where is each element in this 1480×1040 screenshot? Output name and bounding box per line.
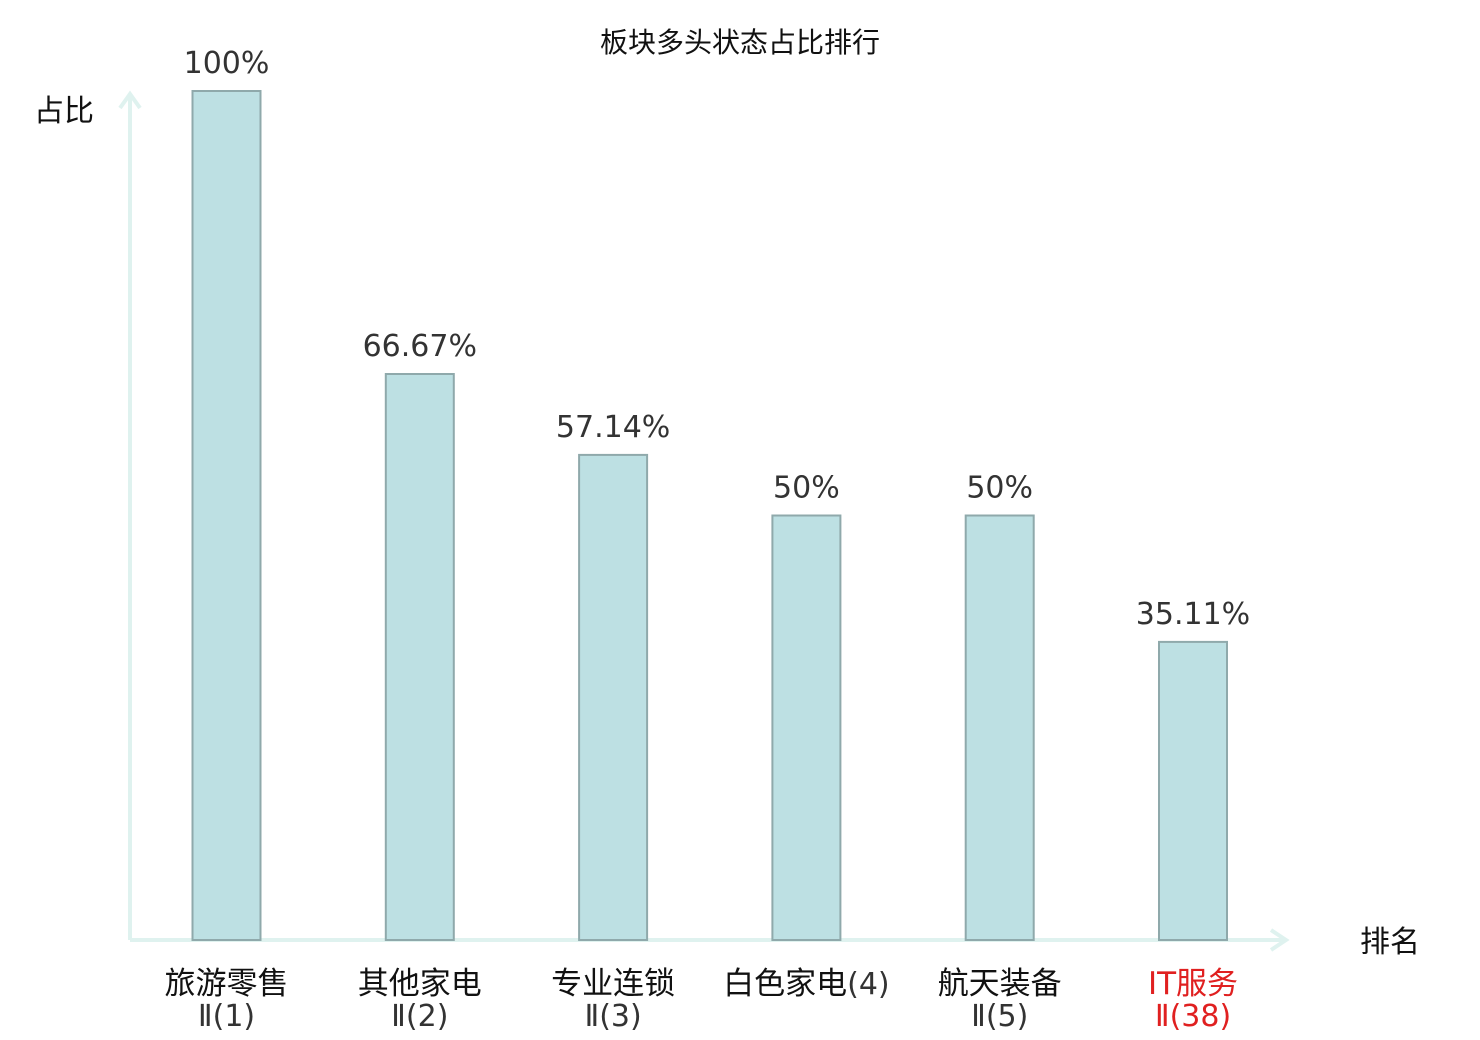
y-axis-arrow bbox=[118, 90, 142, 110]
data-label-5: 50% bbox=[966, 471, 1033, 506]
category-sublabel-5: Ⅱ(5) bbox=[971, 999, 1028, 1034]
category-label-6: IT服务 bbox=[1148, 966, 1238, 1002]
category-sublabel-2: Ⅱ(2) bbox=[391, 999, 448, 1034]
value-labels-layer: 100% 66.67% 57.14% 50% 50% 35.11% bbox=[184, 46, 1251, 632]
x-axis-label: 排名 bbox=[1360, 925, 1420, 960]
data-label-1: 100% bbox=[184, 46, 270, 81]
category-sublabel-1: Ⅱ(1) bbox=[198, 999, 255, 1034]
y-axis: 占比 bbox=[34, 90, 142, 940]
data-label-4: 50% bbox=[773, 471, 840, 506]
bar-4 bbox=[771, 514, 842, 941]
x-axis: 排名 bbox=[130, 925, 1420, 960]
bar-2 bbox=[384, 373, 455, 941]
category-label-5: 航天装备 bbox=[938, 966, 1062, 1002]
category-label-4: 白色家电(4) bbox=[723, 966, 890, 1002]
bar-5 bbox=[964, 514, 1035, 941]
bar-3 bbox=[578, 453, 649, 941]
data-label-6: 35.11% bbox=[1136, 597, 1250, 632]
bar-1 bbox=[191, 90, 262, 941]
data-label-2: 66.67% bbox=[363, 329, 477, 364]
category-sublabel-6: Ⅱ(38) bbox=[1155, 999, 1231, 1034]
bars-layer bbox=[191, 90, 1228, 942]
category-label-3: 专业连锁 bbox=[551, 966, 675, 1002]
bar-6 bbox=[1158, 640, 1228, 942]
category-label-2: 其他家电 bbox=[358, 966, 482, 1002]
x-axis-arrow bbox=[1269, 928, 1290, 952]
y-axis-label: 占比 bbox=[34, 94, 94, 129]
category-label-1: 旅游零售 bbox=[165, 966, 289, 1002]
category-sublabel-3: Ⅱ(3) bbox=[584, 999, 641, 1034]
data-label-3: 57.14% bbox=[556, 410, 670, 445]
chart-title: 板块多头状态占比排行 bbox=[600, 26, 880, 59]
